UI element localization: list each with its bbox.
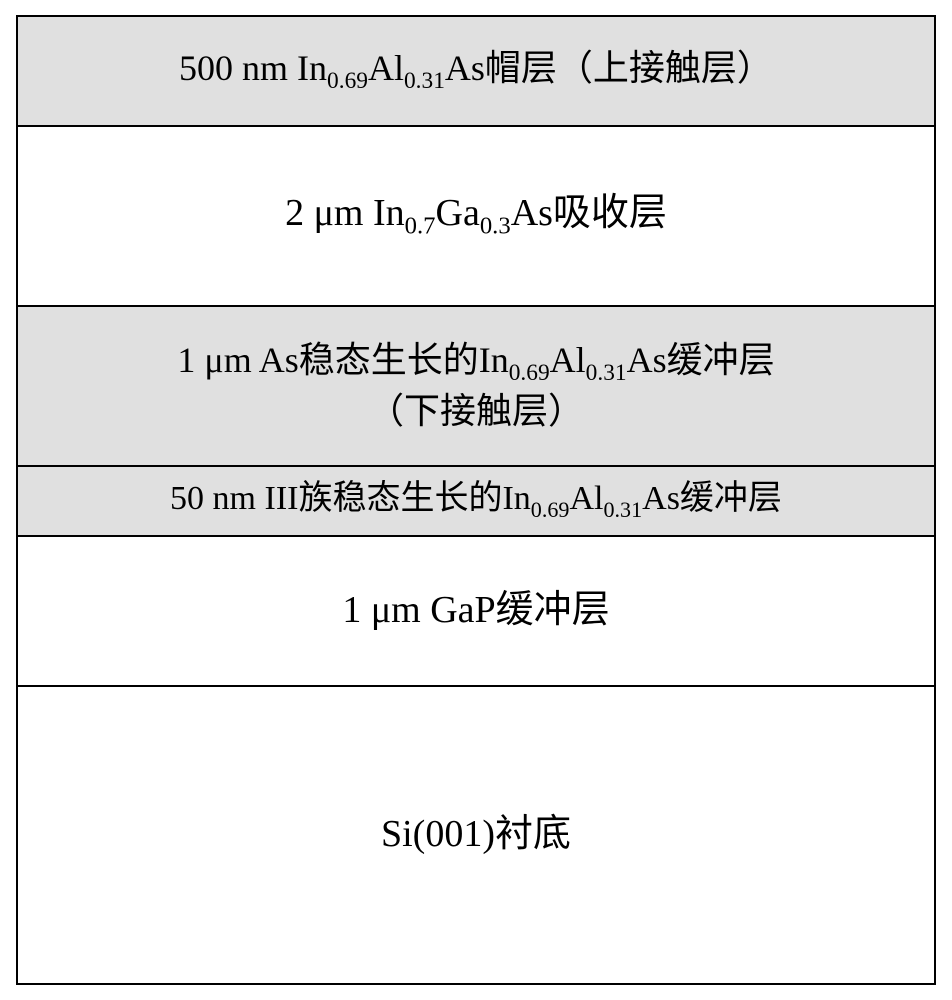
layer-absorption-layer: 2 μm In0.7Ga0.3As吸收层 bbox=[18, 127, 934, 307]
layer-label: 2 μm In0.7Ga0.3As吸收层 bbox=[285, 189, 667, 243]
layer-stack-diagram: 500 nm In0.69Al0.31As帽层（上接触层） 2 μm In0.7G… bbox=[16, 15, 936, 985]
layer-as-steady-buffer: 1 μm As稳态生长的In0.69Al0.31As缓冲层（下接触层） bbox=[18, 307, 934, 467]
layer-label: Si(001)衬底 bbox=[381, 810, 571, 859]
layer-label: 500 nm In0.69Al0.31As帽层（上接触层） bbox=[179, 45, 773, 97]
layer-gap-buffer: 1 μm GaP缓冲层 bbox=[18, 537, 934, 687]
layer-label: 1 μm As稳态生长的In0.69Al0.31As缓冲层（下接触层） bbox=[177, 337, 774, 435]
layer-cap-layer: 500 nm In0.69Al0.31As帽层（上接触层） bbox=[18, 17, 934, 127]
layer-substrate: Si(001)衬底 bbox=[18, 687, 934, 983]
layer-iii-steady-buffer: 50 nm III族稳态生长的In0.69Al0.31As缓冲层 bbox=[18, 467, 934, 537]
layer-label: 50 nm III族稳态生长的In0.69Al0.31As缓冲层 bbox=[170, 477, 782, 525]
layer-label: 1 μm GaP缓冲层 bbox=[342, 586, 609, 635]
